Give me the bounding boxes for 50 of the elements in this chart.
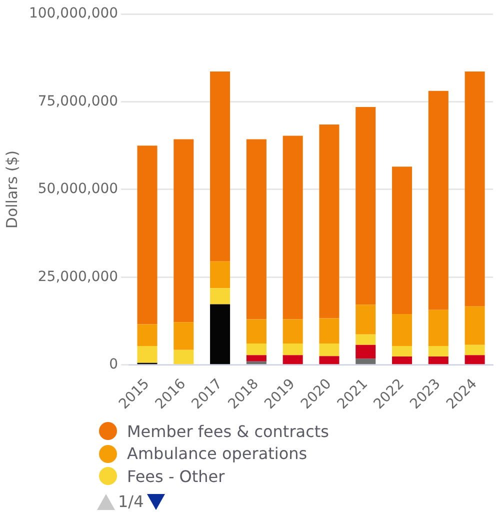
bar	[210, 304, 230, 364]
bar	[246, 319, 266, 344]
bar	[319, 356, 340, 364]
bar	[319, 344, 340, 356]
bar	[356, 334, 376, 345]
bar	[356, 344, 376, 359]
bar	[282, 344, 303, 356]
bar	[210, 72, 230, 262]
bar	[246, 361, 266, 364]
bar	[174, 322, 194, 350]
legend-label: Member fees & contracts	[127, 422, 329, 441]
legend-label: Fees - Other	[127, 466, 225, 486]
bar	[137, 346, 158, 363]
bar	[174, 139, 194, 322]
bar	[246, 355, 266, 362]
bar	[282, 136, 303, 320]
bar	[392, 166, 412, 314]
y-tick-label: 0	[109, 356, 118, 373]
bar	[464, 72, 485, 306]
bar	[319, 124, 340, 318]
text: 1/4	[118, 492, 144, 511]
bar	[392, 356, 412, 364]
bar	[137, 324, 158, 346]
bar	[428, 346, 448, 357]
bar	[356, 304, 376, 334]
bar	[246, 139, 266, 320]
y-tick-label: 50,000,000	[38, 181, 118, 198]
bar	[210, 261, 230, 288]
bar	[282, 319, 303, 344]
bar	[319, 318, 340, 344]
bar	[428, 310, 448, 346]
y-tick-label: 25,000,000	[38, 268, 118, 285]
bar	[174, 350, 194, 364]
bar	[428, 356, 448, 364]
bar	[246, 344, 266, 356]
y-tick-label: 75,000,000	[38, 93, 118, 110]
bar	[356, 106, 376, 305]
bar	[428, 90, 448, 310]
bar	[137, 146, 158, 324]
bar	[392, 314, 412, 346]
bar	[392, 346, 412, 357]
bar	[356, 358, 376, 364]
bar	[464, 344, 485, 356]
bar	[464, 306, 485, 345]
y-axis-title: Dollars ($)	[2, 150, 21, 229]
bar	[464, 355, 485, 364]
bar	[282, 355, 303, 364]
bar	[210, 288, 230, 304]
legend-label: Ambulance operations	[127, 444, 308, 464]
y-tick-label: 100,000,000	[28, 6, 118, 22]
